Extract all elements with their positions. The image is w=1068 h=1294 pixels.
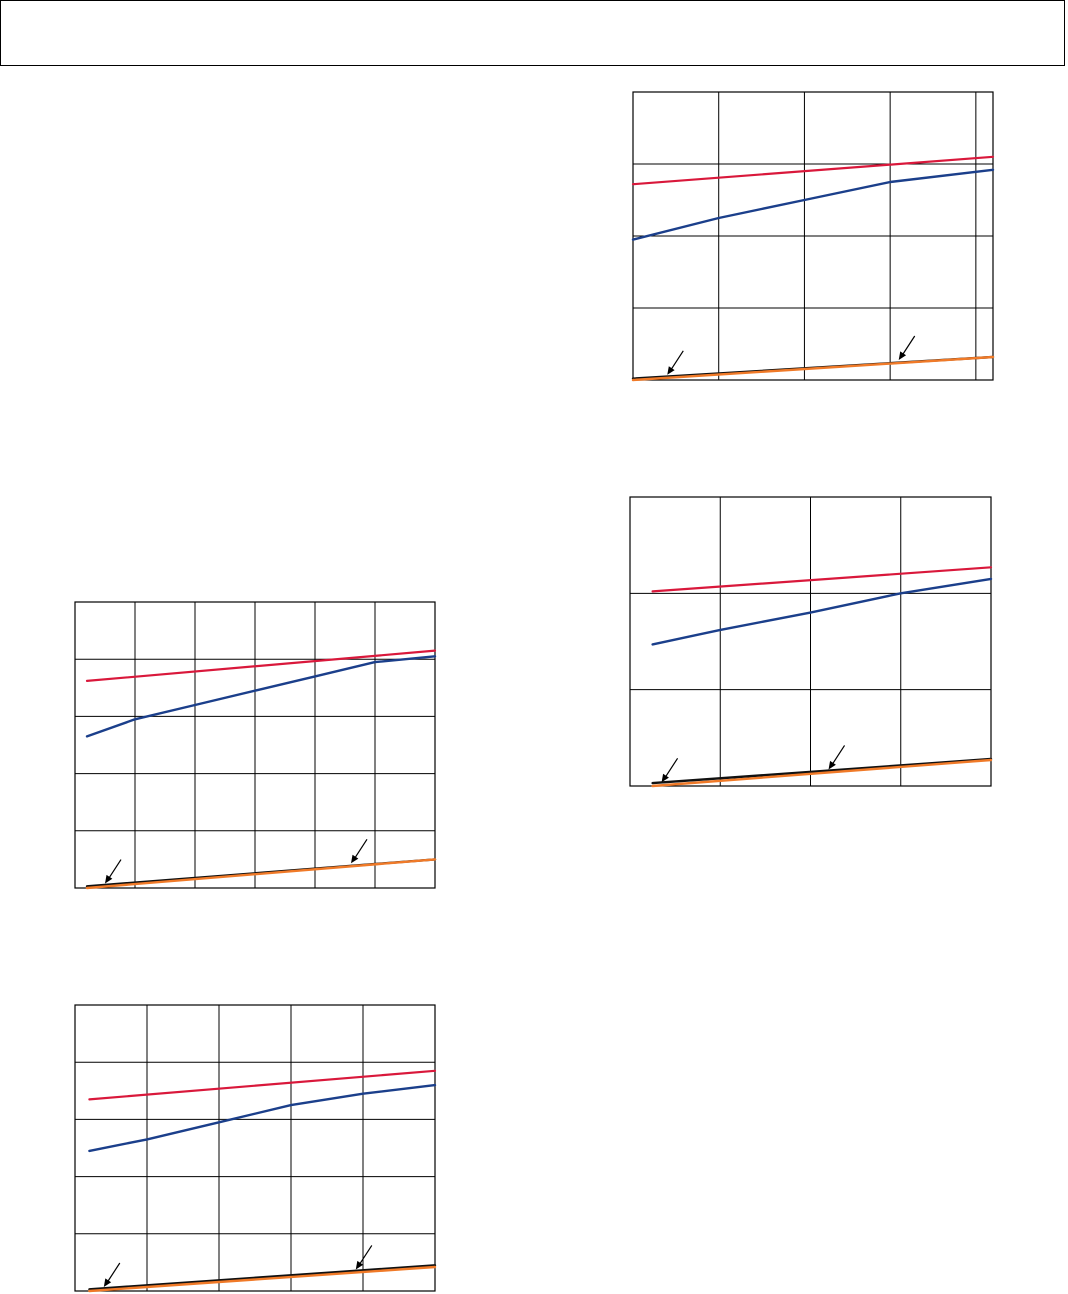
- arrow-shaft: [669, 350, 684, 372]
- series-blue-line: [85, 655, 437, 738]
- series-blue-line: [651, 577, 993, 646]
- chart-top-left: [74, 601, 437, 890]
- series-orange-line: [631, 355, 995, 382]
- arrow-head: [667, 366, 675, 375]
- plot-frame: [74, 1004, 436, 1292]
- arrow-head: [355, 1260, 364, 1270]
- annotation-arrow: [667, 350, 684, 375]
- chart-top-right: [631, 91, 995, 382]
- arrow-shaft: [106, 1262, 121, 1284]
- arrow-shaft: [358, 1245, 373, 1266]
- arrow-shaft: [901, 335, 916, 357]
- series-black-line: [88, 1264, 437, 1291]
- series-blue-line: [631, 168, 995, 241]
- arrow-head: [898, 351, 907, 360]
- series-orange-line: [651, 758, 993, 788]
- annotation-arrow: [355, 1245, 373, 1270]
- series-red-line: [85, 649, 437, 682]
- arrow-head: [661, 773, 669, 783]
- annotation-arrow: [661, 757, 679, 783]
- annotation-arrow: [828, 745, 846, 770]
- chart-middle-right: [629, 496, 993, 788]
- arrow-shaft: [831, 745, 846, 766]
- series-black-line: [651, 757, 993, 785]
- series-orange-line: [85, 858, 437, 890]
- annotation-arrow: [898, 335, 916, 360]
- annotation-arrow: [105, 859, 122, 884]
- annotation-arrow: [351, 838, 368, 864]
- chart-bottom-left: [74, 1004, 437, 1293]
- arrow-head: [351, 854, 359, 864]
- arrow-head: [103, 1278, 112, 1287]
- arrow-shaft: [107, 859, 122, 880]
- arrow-head: [105, 874, 113, 884]
- arrow-shaft: [664, 757, 679, 779]
- arrow-shaft: [353, 838, 368, 860]
- annotation-arrow: [103, 1262, 121, 1287]
- series-red-line: [651, 566, 993, 593]
- series-blue-line: [88, 1083, 437, 1153]
- arrow-head: [828, 760, 836, 770]
- series-red-line: [88, 1069, 437, 1101]
- series-red-line: [631, 155, 995, 186]
- series-orange-line: [88, 1265, 437, 1293]
- page-header-box: [0, 0, 1065, 66]
